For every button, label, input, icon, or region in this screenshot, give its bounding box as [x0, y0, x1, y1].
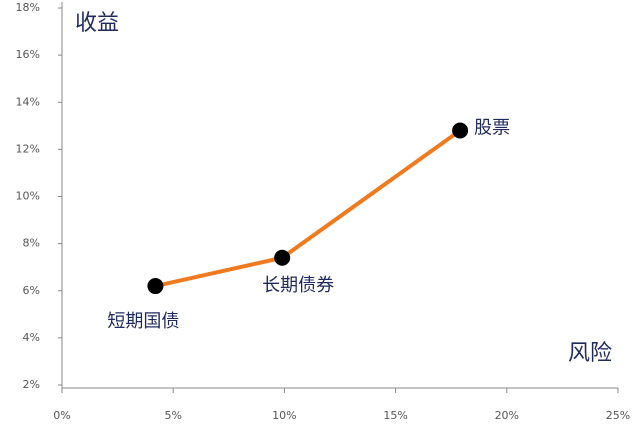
x-tick-label: 0% [53, 409, 70, 422]
point-label: 长期债券 [262, 275, 334, 296]
y-tick-label: 6% [23, 284, 40, 297]
y-axis-title: 收益 [75, 11, 119, 36]
point [274, 249, 291, 266]
x-axis-title: 风险 [568, 341, 612, 366]
point-label: 股票 [474, 118, 510, 139]
x-tick-label: 25% [606, 409, 630, 422]
y-tick-label: 16% [16, 48, 40, 61]
y-tick-label: 14% [16, 95, 40, 108]
point [452, 122, 469, 139]
x-tick-label: 10% [272, 409, 296, 422]
y-tick-label: 12% [16, 142, 40, 155]
point [147, 278, 164, 295]
line [154, 128, 462, 288]
x-tick-label: 15% [383, 409, 407, 422]
y-tick-label: 8% [23, 237, 40, 250]
point-label: 短期国债 [107, 311, 179, 332]
y-tick-label: 10% [16, 190, 40, 203]
y-tick-label: 2% [23, 378, 40, 391]
y-tick-label: 4% [23, 331, 40, 344]
y-tick-label: 18% [16, 1, 40, 14]
x-tick-label: 20% [495, 409, 519, 422]
x-tick-label: 5% [164, 409, 181, 422]
